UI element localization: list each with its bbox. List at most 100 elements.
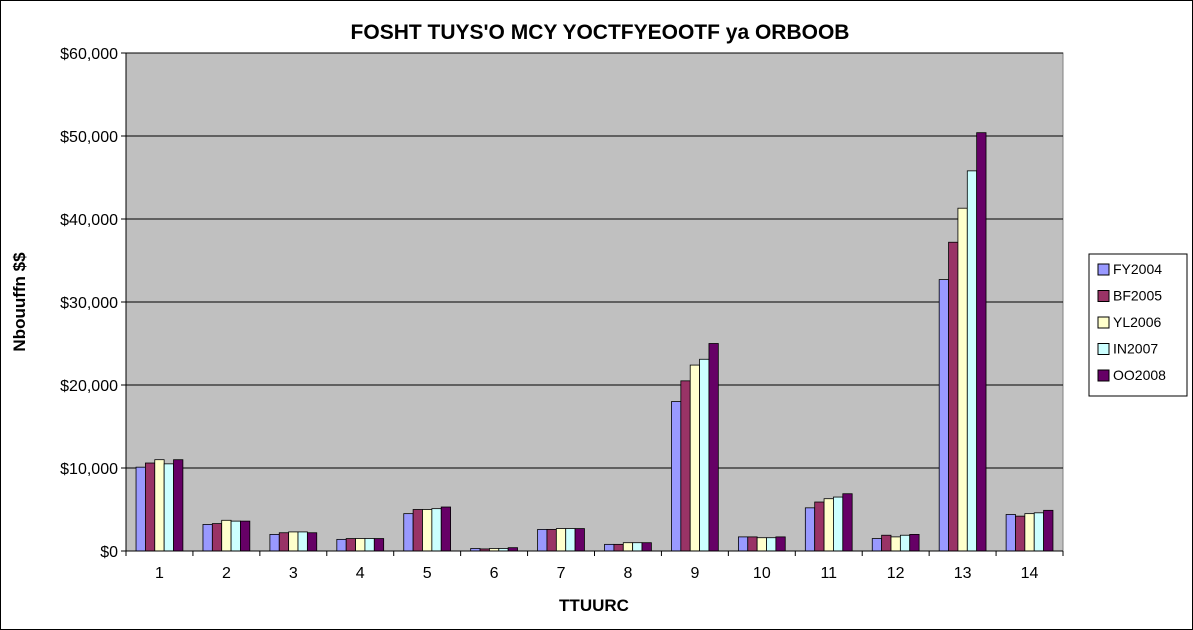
- bar-fy2004-5: [403, 513, 414, 552]
- bar-bf2005-10: [747, 536, 758, 552]
- bar-yl2006-13: [957, 207, 968, 552]
- y-tick-label: $60,000: [60, 46, 118, 63]
- bar-yl2006-3: [288, 531, 299, 552]
- bar-in2007-9: [699, 358, 710, 552]
- bar-oo2008-3: [306, 532, 318, 552]
- bar-fy2004-4: [336, 538, 347, 552]
- bar-bf2005-1: [145, 462, 156, 552]
- gridlines: [126, 52, 1063, 469]
- x-tick-label: 13: [954, 565, 972, 582]
- bar-in2007-11: [833, 496, 844, 552]
- x-tick-label: 7: [557, 565, 566, 582]
- bar-yl2006-7: [555, 528, 567, 552]
- bar-bf2005-11: [814, 501, 825, 552]
- bar-fy2004-10: [737, 536, 749, 552]
- bar-fy2004-8: [604, 543, 615, 552]
- bar-in2007-3: [297, 531, 308, 552]
- bar-oo2008-8: [641, 542, 652, 552]
- bar-oo2008-11: [842, 493, 853, 552]
- y-tick-label: $10,000: [60, 461, 118, 478]
- legend-label: IN2007: [1113, 341, 1158, 357]
- bar-in2007-1: [163, 463, 174, 552]
- bar-in2007-4: [364, 538, 375, 552]
- bar-oo2008-1: [173, 459, 184, 552]
- bar-in2007-10: [766, 537, 777, 552]
- bar-oo2008-4: [373, 538, 385, 552]
- bar-fy2004-11: [804, 507, 816, 552]
- x-tick-label: 1: [155, 565, 164, 582]
- bar-bf2005-3: [278, 532, 290, 552]
- y-axis-label: Nbouuffn $$: [10, 252, 29, 352]
- x-tick-label: 8: [624, 565, 633, 582]
- legend-swatch: [1097, 343, 1110, 355]
- y-tick-label: $50,000: [60, 129, 118, 146]
- bar-oo2008-13: [976, 132, 987, 552]
- bar-yl2006-12: [890, 536, 901, 552]
- bar-oo2008-9: [708, 343, 719, 552]
- x-tick-label: 2: [222, 565, 231, 582]
- bar-oo2008-5: [440, 506, 452, 552]
- y-tick-label: $20,000: [60, 378, 118, 395]
- bar-yl2006-8: [622, 542, 634, 552]
- legend: FY2004 BF2005 YL2006 IN2007 OO2008: [1088, 253, 1188, 397]
- x-tick-label: 9: [690, 565, 699, 582]
- bar-oo2008-14: [1043, 509, 1054, 552]
- bar-oo2008-10: [775, 536, 786, 552]
- legend-swatch: [1097, 369, 1110, 382]
- bar-fy2004-14: [1005, 514, 1016, 552]
- bar-yl2006-1: [154, 459, 165, 552]
- x-tick-label: 10: [753, 565, 771, 582]
- bar-fy2004-3: [269, 534, 280, 552]
- x-tick-label: 4: [356, 565, 365, 582]
- legend-label: BF2005: [1113, 288, 1162, 304]
- bar-bf2005-8: [613, 543, 624, 552]
- bar-oo2008-7: [574, 528, 585, 552]
- legend-label: OO2008: [1113, 367, 1166, 383]
- bar-bf2005-14: [1015, 515, 1026, 552]
- x-axis-label: TTUURC: [559, 596, 629, 615]
- x-tick-label: 11: [820, 565, 837, 582]
- bar-in2007-8: [632, 542, 643, 552]
- bar-bf2005-12: [881, 534, 892, 552]
- y-tick-label: $40,000: [60, 212, 118, 229]
- bar-fy2004-2: [202, 524, 213, 552]
- bar-yl2006-10: [756, 537, 767, 552]
- legend-swatch: [1097, 263, 1110, 276]
- bar-yl2006-14: [1024, 513, 1035, 552]
- chart-title: FOSHT TUYS'O MCY YOCTFYEOOTF ya ORBOOB: [351, 21, 850, 44]
- y-tick-label: $0: [100, 544, 118, 561]
- bar-bf2005-9: [680, 380, 691, 552]
- bar-yl2006-4: [355, 538, 366, 552]
- y-tick-label: $30,000: [60, 295, 118, 312]
- bar-oo2008-12: [909, 534, 920, 552]
- bar-bf2005-5: [412, 509, 423, 552]
- bar-fy2004-12: [871, 538, 883, 552]
- bar-yl2006-11: [823, 498, 834, 552]
- legend-swatch: [1097, 316, 1110, 329]
- bar-bf2005-4: [345, 538, 356, 552]
- x-tick-label: 14: [1021, 565, 1039, 582]
- legend-swatch: [1097, 290, 1110, 302]
- x-tick-label: 5: [423, 565, 432, 582]
- x-tick-label: 6: [490, 565, 499, 582]
- bar-in2007-2: [230, 520, 241, 552]
- bar-fy2004-1: [135, 466, 146, 552]
- x-tick-label: 12: [887, 565, 905, 582]
- bar-yl2006-9: [689, 364, 700, 552]
- bar-bf2005-13: [948, 241, 959, 552]
- legend-label: FY2004: [1113, 261, 1162, 277]
- bar-in2007-13: [966, 170, 978, 552]
- bar-yl2006-2: [221, 519, 232, 552]
- x-tick-label: 3: [289, 565, 298, 582]
- bar-in2007-7: [565, 528, 576, 552]
- bar-yl2006-5: [422, 509, 433, 552]
- bar-bf2005-2: [211, 523, 223, 552]
- bar-bf2005-7: [546, 529, 557, 552]
- bar-in2007-14: [1033, 512, 1044, 552]
- bar-fy2004-13: [938, 279, 949, 552]
- bar-oo2008-2: [240, 520, 251, 552]
- bar-in2007-5: [431, 508, 442, 552]
- axes: $0 $10,000 $20,000 $30,000 $40,000 $50,000 $60…: [60, 46, 1064, 582]
